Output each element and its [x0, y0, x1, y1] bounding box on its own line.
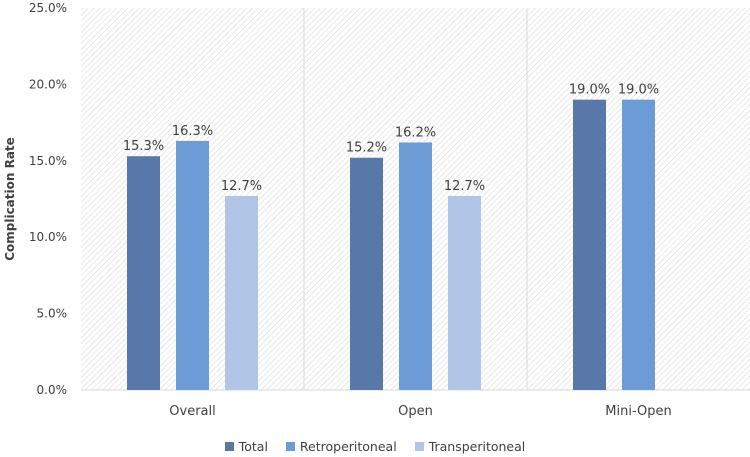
legend-item-retroperitoneal: Retroperitoneal: [285, 438, 397, 454]
y-axis-label: Complication Rate: [3, 137, 17, 261]
legend-item-total: Total: [224, 438, 268, 454]
bar-total: [573, 99, 606, 391]
data-label: 15.2%: [346, 141, 387, 156]
legend-label: Total: [238, 438, 268, 454]
legend-label: Retroperitoneal: [299, 438, 397, 454]
x-tick-label: Open: [398, 404, 433, 419]
legend-label: Transperitoneal: [428, 438, 526, 454]
bar-retroperitoneal: [622, 99, 655, 391]
data-label: 12.7%: [444, 179, 485, 194]
data-label: 19.0%: [618, 83, 659, 98]
legend-swatch: [285, 441, 295, 451]
y-tick-label: 5.0%: [37, 307, 68, 321]
bar-transperitoneal: [448, 195, 481, 390]
data-label: 16.2%: [395, 125, 436, 140]
legend-swatch: [224, 441, 234, 451]
x-tick-label: Mini-Open: [605, 404, 671, 419]
legend-item-transperitoneal: Transperitoneal: [414, 438, 526, 454]
bar-total: [350, 157, 383, 390]
bar-transperitoneal: [225, 195, 258, 390]
bar-retroperitoneal: [176, 140, 209, 390]
data-label: 16.3%: [172, 124, 213, 139]
data-label: 12.7%: [221, 179, 262, 194]
y-tick-label: 20.0%: [29, 77, 67, 91]
x-tick-label: Overall: [169, 404, 215, 419]
y-tick-label: 10.0%: [29, 230, 67, 244]
bar-total: [127, 156, 160, 390]
y-tick-label: 0.0%: [37, 383, 68, 397]
legend: Total Retroperitoneal Transperitoneal: [0, 436, 750, 456]
bar-retroperitoneal: [399, 142, 432, 390]
data-label: 15.3%: [123, 139, 164, 154]
data-label: 19.0%: [569, 83, 610, 98]
y-tick-label: 15.0%: [29, 154, 67, 168]
y-tick-label: 25.0%: [29, 1, 67, 15]
legend-swatch: [414, 441, 424, 451]
